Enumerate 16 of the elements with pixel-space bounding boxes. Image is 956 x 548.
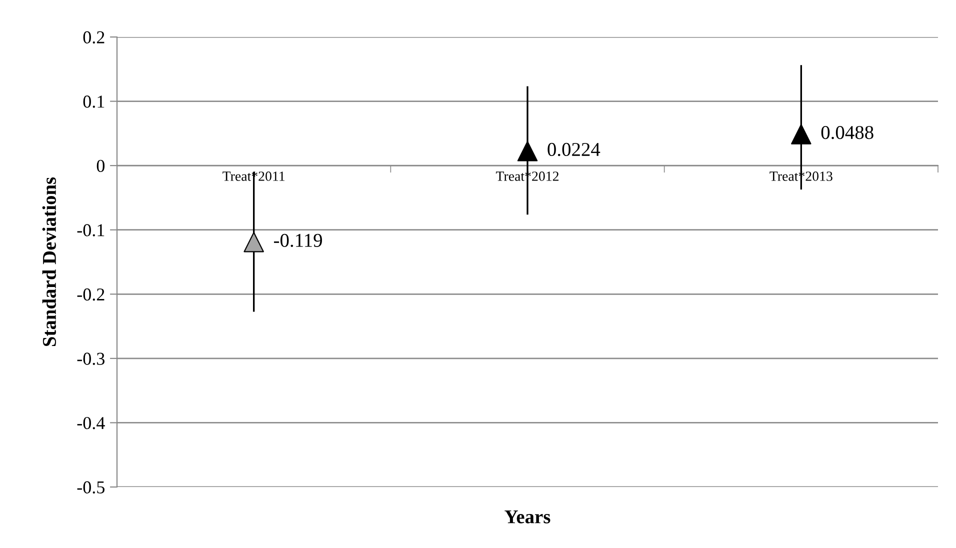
y-tick-label: 0.1 (83, 96, 104, 108)
point (517, 141, 538, 162)
point (244, 232, 264, 252)
y-tick-label: -0.4 (77, 416, 105, 430)
y-tick-label: -0.5 (77, 481, 104, 494)
y-tick-label: -0.1 (77, 224, 104, 236)
point (791, 124, 812, 144)
y-axis-title: Standard Deviations (42, 177, 56, 346)
data-label: -0.119 (274, 234, 322, 248)
data-label: 0.0488 (821, 126, 874, 140)
y-tick-label: -0.2 (77, 288, 104, 301)
y-tick-label: 0 (96, 160, 105, 172)
y-tick-label: -0.3 (77, 352, 104, 365)
data-label: 0.0224 (548, 142, 600, 156)
y-tick-label: 0.2 (83, 31, 104, 44)
x-axis-title: Years (504, 510, 550, 524)
